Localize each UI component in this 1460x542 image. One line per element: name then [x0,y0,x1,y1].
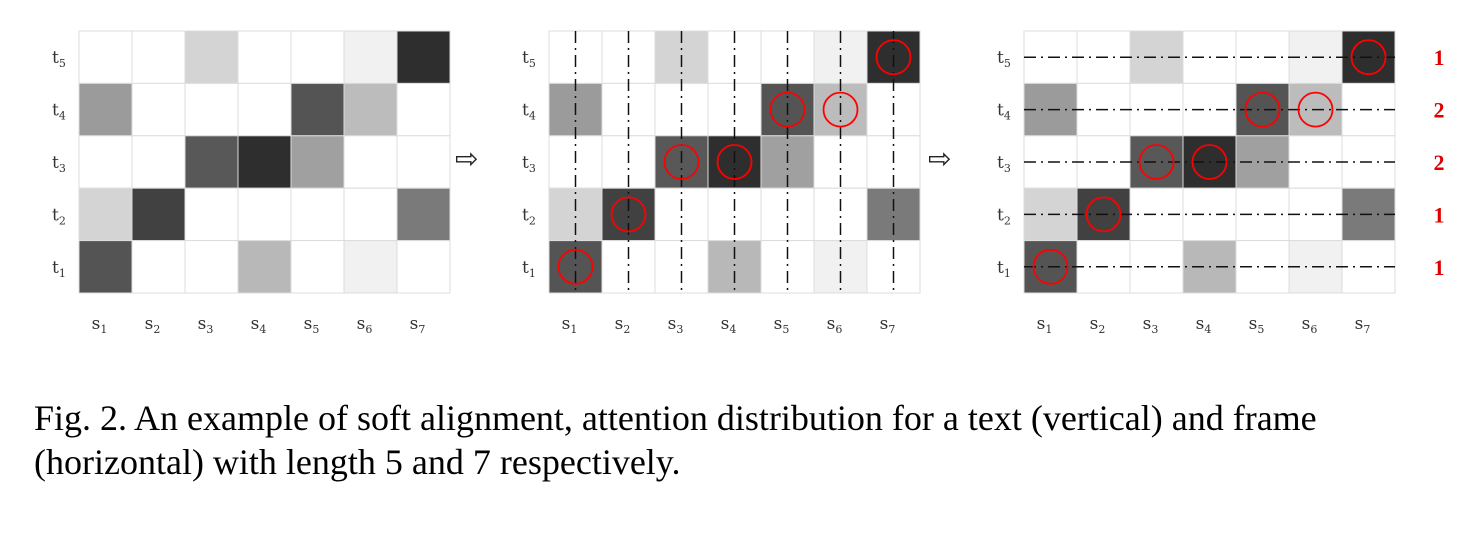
attention-cell [237,82,292,137]
attention-cell [396,30,451,84]
max-attention-circle [1138,144,1175,180]
frame-label: s7 [1355,314,1371,336]
frame-label: s3 [1143,314,1159,336]
attention-cell [396,187,451,242]
max-attention-circle [716,144,753,180]
max-attention-circle [1244,91,1281,128]
frame-label: s2 [1090,314,1106,336]
attention-cell [184,135,239,189]
text-label: t1 [522,258,536,280]
attention-cell [184,82,239,137]
frame-label: s6 [1302,314,1318,336]
attention-cell [184,187,239,242]
attention-cell [78,82,133,137]
attention-cell [343,187,398,242]
attention-cell [237,240,292,294]
max-attention-circle [769,91,806,128]
alignment-figure: t5 t4 t3 t2 t1 s1 s2 s3 s4 s5 s6 s7 t5 t4 t3 t2 t1 s1 s2 s3… [52,30,1445,336]
attention-cell [131,30,186,84]
text-label: t2 [997,205,1011,227]
max-attention-circle [1032,248,1069,285]
frame-label: s4 [721,314,737,336]
frame-label: s2 [145,314,161,336]
right-arrow-icon: ⇨ [928,142,951,175]
frame-label: s6 [827,314,843,336]
figure-caption: Fig. 2. An example of soft alignment, at… [34,398,1317,482]
row-count-value: 1 [1434,45,1445,70]
attention-cell [343,30,398,84]
frame-label: s5 [1249,314,1265,336]
max-attention-circle [1191,144,1228,180]
text-label: t5 [52,48,66,70]
text-label: t5 [997,48,1011,70]
frame-label: s5 [774,314,790,336]
attention-cell [237,135,292,189]
attention-cell [131,240,186,294]
text-label: t2 [522,205,536,227]
attention-cell [184,30,239,84]
attention-cell [131,135,186,189]
max-attention-circle [1350,39,1387,76]
attention-cell [396,82,451,137]
frame-label: s1 [92,314,108,336]
attention-cell [396,135,451,189]
max-attention-circle [822,91,859,128]
text-label: t3 [997,153,1011,175]
text-label: t1 [997,258,1011,280]
attention-cell [184,240,239,294]
max-attention-circle [557,248,594,285]
attention-cell [78,187,133,242]
attention-cell [290,82,345,137]
right-arrow-icon: ⇨ [455,142,478,175]
attention-cell [237,30,292,84]
row-count-value: 1 [1434,202,1445,227]
frame-label: s3 [668,314,684,336]
text-label: t4 [52,101,66,123]
row-count-value: 2 [1434,98,1445,123]
attention-cell [131,82,186,137]
frame-label: s4 [251,314,267,336]
frame-label: s7 [880,314,896,336]
text-label: t4 [522,101,536,123]
attention-cell [78,30,133,84]
attention-cell [396,240,451,294]
frame-label: s3 [198,314,214,336]
row-count-value: 2 [1434,150,1445,175]
attention-cell [237,187,292,242]
text-label: t2 [52,205,66,227]
max-attention-circle [1085,196,1122,233]
frame-label: s5 [304,314,320,336]
attention-cell [290,187,345,242]
attention-cell [78,240,133,294]
text-label: t3 [52,153,66,175]
alignment-figure-svg: t5 t4 t3 t2 t1 s1 s2 s3 s4 s5 s6 s7 t5 t4 t3 t2 t1 s1 s2 s3… [52,30,1445,336]
max-attention-circle [610,196,647,233]
attention-cell [290,135,345,189]
max-attention-circle [1297,91,1334,128]
frame-label: s7 [410,314,426,336]
attention-cell [290,240,345,294]
attention-cell [78,135,133,189]
attention-cell [343,240,398,294]
attention-cell [131,187,186,242]
text-label: t5 [522,48,536,70]
text-label: t4 [997,101,1011,123]
max-attention-circle [875,39,912,76]
row-count-value: 1 [1434,255,1445,280]
text-label: t3 [522,153,536,175]
frame-label: s1 [562,314,578,336]
frame-label: s2 [615,314,631,336]
attention-cell [343,82,398,137]
frame-label: s6 [357,314,373,336]
attention-cell [290,30,345,84]
max-attention-circle [663,144,700,180]
attention-cell [343,135,398,189]
frame-label: s4 [1196,314,1212,336]
frame-label: s1 [1037,314,1053,336]
text-label: t1 [52,258,66,280]
